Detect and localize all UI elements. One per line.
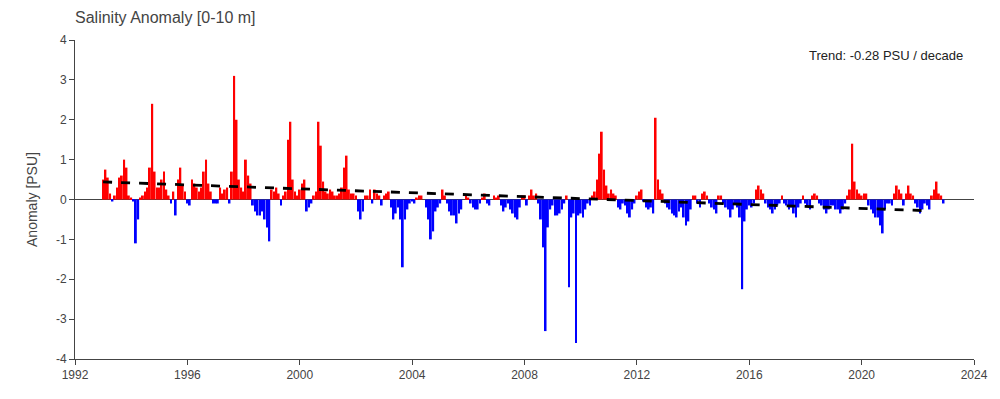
svg-text:2016: 2016: [736, 368, 763, 382]
svg-text:2024: 2024: [961, 368, 988, 382]
svg-text:-2: -2: [56, 272, 67, 286]
svg-text:1996: 1996: [174, 368, 201, 382]
svg-text:Anomaly [PSU]: Anomaly [PSU]: [24, 152, 40, 247]
svg-text:4: 4: [60, 33, 67, 47]
svg-text:Salinity Anomaly [0-10 m]: Salinity Anomaly [0-10 m]: [75, 9, 256, 26]
svg-text:1: 1: [60, 153, 67, 167]
svg-text:0: 0: [60, 193, 67, 207]
svg-text:2: 2: [60, 113, 67, 127]
svg-text:1992: 1992: [62, 368, 89, 382]
svg-text:2012: 2012: [624, 368, 651, 382]
svg-text:-3: -3: [56, 312, 67, 326]
svg-text:2008: 2008: [511, 368, 538, 382]
svg-text:2004: 2004: [399, 368, 426, 382]
svg-text:2000: 2000: [286, 368, 313, 382]
svg-text:2020: 2020: [848, 368, 875, 382]
svg-text:-1: -1: [56, 233, 67, 247]
svg-text:3: 3: [60, 73, 67, 87]
svg-text:Trend: -0.28 PSU / decade: Trend: -0.28 PSU / decade: [809, 48, 963, 63]
svg-text:-4: -4: [56, 352, 67, 366]
